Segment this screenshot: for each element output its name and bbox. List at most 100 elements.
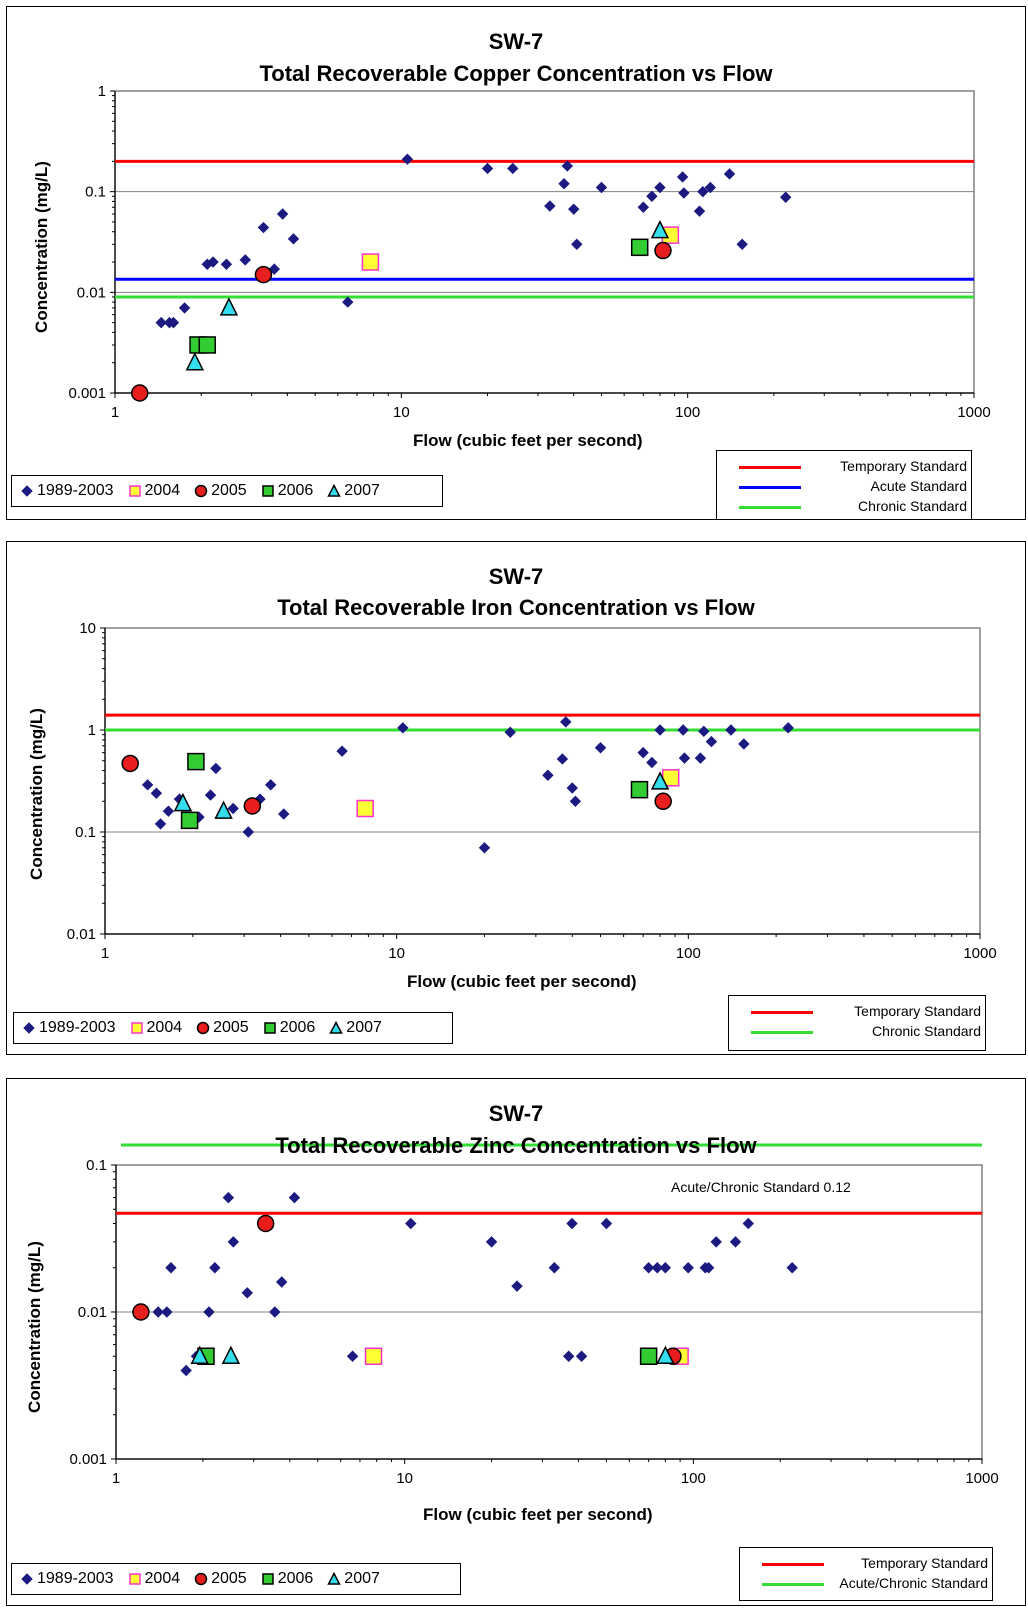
standard-legend-line [739,506,801,509]
x-tick-label: 100 [681,1470,706,1487]
data-point-1989-2003 [269,1306,281,1318]
legend-entry: 2007 [327,1570,380,1588]
legend-marker [130,1022,143,1034]
data-point-1989-2003 [678,752,691,764]
data-point-1989-2003 [594,742,607,754]
data-point-1989-2003 [239,254,251,266]
data-point-1989-2003 [207,256,219,268]
data-point-1989-2003 [595,181,608,194]
x-tick-label: 10 [396,1470,413,1487]
data-point-1989-2003 [676,171,689,183]
data-point-1989-2003 [154,818,167,830]
standard-legend-label: Chronic Standard [872,1023,981,1039]
data-point-1989-2003 [600,1217,613,1230]
data-point-1989-2003 [637,746,649,759]
iron-standards-legend: Temporary Standard Chronic Standard [728,995,986,1051]
data-point-1989-2003 [562,1350,575,1362]
data-point-2005 [654,792,672,811]
data-point-1989-2003 [654,181,666,194]
standard-legend-entry: Temporary Standard [729,1002,985,1022]
data-point-1989-2003 [677,724,689,736]
standard-legend-line [762,1583,824,1586]
data-point-1989-2003 [150,787,163,799]
zinc-chart-subtitle: Total Recoverable Zinc Concentration vs … [275,1133,757,1158]
data-point-2007 [656,1345,675,1365]
data-point-2006 [639,1347,658,1366]
legend-entry: 1989-2003 [20,482,114,500]
x-tick-label: 1 [101,945,109,962]
x-tick-label: 100 [676,945,701,962]
data-point-1989-2003 [161,1306,173,1318]
data-point-1989-2003 [288,1191,301,1204]
y-tick-label: 0.01 [77,284,106,301]
iron-plot-svg: 0.01 0.1 1 10 1 10 100 1000 [67,620,997,962]
y-tick-label: 0.1 [75,824,96,841]
iron-x-axis-label: Flow (cubic feet per second) [407,972,637,991]
data-point-1989-2003 [405,1217,417,1230]
data-point-1989-2003 [561,160,574,172]
data-point-1989-2003 [141,779,154,791]
data-point-1989-2003 [507,162,519,175]
legend-label: 1989-2003 [37,482,114,499]
data-point-1989-2003 [542,769,554,781]
data-point-1989-2003 [705,735,718,748]
data-point-2007 [190,1345,209,1365]
iron-chart-panel: 0.01 0.1 1 10 1 10 100 1000 SW-7 Total Recovera… [6,541,1026,1055]
data-point-1989-2003 [504,726,516,738]
standard-legend-label: Chronic Standard [858,498,967,514]
legend-entry: 2005 [194,1570,247,1588]
data-point-1989-2003 [241,1287,254,1299]
standard-legend-line [751,1011,813,1014]
standard-legend-label: Acute/Chronic Standard [839,1575,988,1591]
legend-entry: 2006 [261,482,313,500]
data-point-1989-2003 [346,1350,359,1362]
data-point-1989-2003 [203,1306,215,1318]
data-point-1989-2003 [401,153,414,165]
standard-legend-line [739,466,801,469]
data-point-1989-2003 [511,1280,523,1292]
standard-legend-entry: Chronic Standard [717,497,971,517]
data-point-1989-2003 [646,190,658,202]
y-tick-label: 1 [98,83,106,100]
data-point-1989-2003 [167,316,180,329]
legend-entry: 2005 [194,482,247,500]
legend-label: 2005 [211,482,247,499]
legend-entry: 2006 [261,1570,314,1588]
data-point-2005 [121,754,139,773]
legend-marker [196,1021,210,1035]
legend-marker [329,1021,344,1034]
data-point-2006 [198,336,217,354]
standard-legend-line [739,486,801,489]
data-point-2004 [356,799,374,818]
data-point-1989-2003 [642,1262,655,1274]
zinc-x-axis-label: Flow (cubic feet per second) [423,1505,653,1524]
zinc-standards-legend: Temporary Standard Acute/Chronic Standard [739,1547,993,1601]
legend-label: 2004 [146,1019,183,1036]
plot-area [104,627,981,935]
data-point-1989-2003 [152,1306,164,1318]
legend-entry: 2005 [196,1019,249,1037]
standard-legend-entry: Acute Standard [717,477,971,497]
legend-label: 2005 [211,1570,247,1587]
data-point-1989-2003 [222,1191,235,1204]
data-point-1989-2003 [180,1364,192,1377]
standard-legend-label: Temporary Standard [854,1003,981,1019]
legend-label: 2006 [277,1570,314,1587]
data-point-1989-2003 [646,756,658,769]
data-point-1989-2003 [566,1217,578,1230]
y-tick-label: 0.001 [68,385,106,402]
legend-marker [194,484,208,498]
data-point-1989-2003 [698,725,710,738]
zinc-y-axis-label: Concentration (mg/L) [25,1241,44,1413]
data-point-2007 [219,297,239,316]
data-point-1989-2003 [227,1236,240,1248]
data-point-1989-2003 [786,1262,798,1274]
legend-label: 2005 [213,1019,249,1036]
legend-entry: 2007 [327,482,380,500]
data-point-1989-2003 [725,724,737,736]
data-point-1989-2003 [336,745,348,757]
legend-marker [194,1572,208,1586]
x-tick-label: 10 [388,945,405,962]
legend-marker [21,1573,33,1585]
data-point-2007 [214,800,233,819]
